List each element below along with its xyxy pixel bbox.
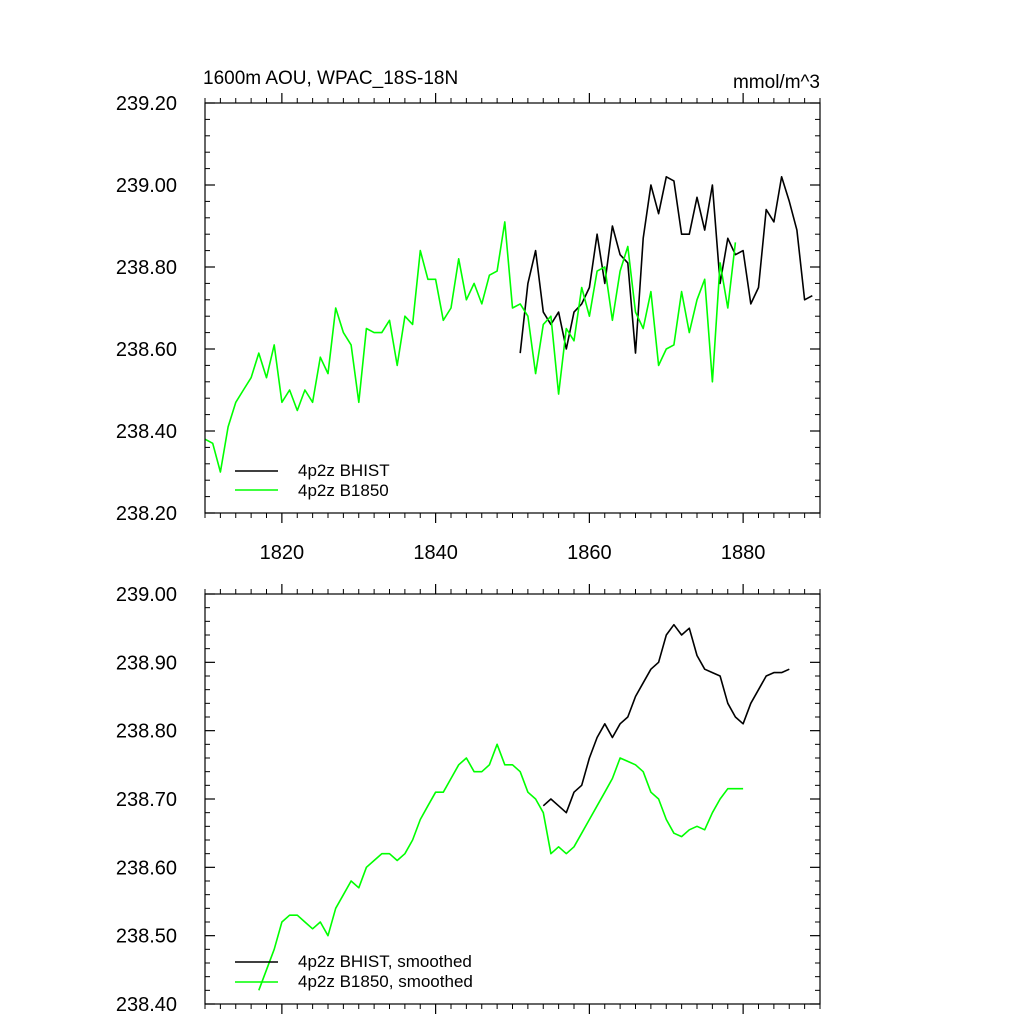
bottom-panel: 238.40 238.50 238.60 238.70 238.80 238.90 239.… — [116, 584, 821, 1016]
top-legend: 4p2z BHIST 4p2z B1850 — [235, 461, 390, 500]
x-tick-label: 1860 — [567, 542, 612, 564]
y-tick-label: 238.60 — [116, 857, 177, 879]
bottom-plot-frame — [204, 593, 821, 1005]
top-panel: 1600m AOU, WPAC_18S-18N mmol/m^3 238.202… — [116, 68, 821, 564]
y-tick-label: 238.50 — [116, 926, 177, 948]
y-tick-label: 238.40 — [116, 994, 177, 1016]
x-tick-label: 1820 — [260, 542, 305, 564]
top-plot-frame — [204, 102, 821, 514]
series-line — [204, 221, 737, 473]
top-title: 1600m AOU, WPAC_18S-18N — [203, 68, 458, 89]
series-line — [258, 743, 744, 991]
legend-label-bhist: 4p2z BHIST — [298, 461, 390, 480]
top-series — [204, 176, 813, 473]
legend-label-b1850-smoothed: 4p2z B1850, smoothed — [298, 972, 473, 991]
y-tick-label: 238.40 — [116, 421, 177, 443]
y-tick-label: 238.80 — [116, 721, 177, 743]
top-y-tick-labels: 238.20 238.40 238.60 238.80 239.00 239.20 — [116, 93, 177, 525]
series-line — [519, 176, 813, 354]
y-tick-label: 239.00 — [116, 584, 177, 606]
bottom-series — [258, 623, 790, 991]
x-tick-label: 1840 — [413, 542, 458, 564]
bottom-ticks — [204, 584, 821, 1014]
y-tick-label: 238.60 — [116, 339, 177, 361]
bottom-y-tick-labels: 238.40 238.50 238.60 238.70 238.80 238.90 239.… — [116, 584, 177, 1016]
y-tick-label: 238.20 — [116, 503, 177, 525]
y-tick-label: 239.20 — [116, 93, 177, 115]
top-units-label: mmol/m^3 — [733, 72, 820, 93]
top-x-tick-labels: 1820 1840 1860 1880 — [260, 542, 766, 564]
legend-label-bhist-smoothed: 4p2z BHIST, smoothed — [298, 952, 472, 971]
y-tick-label: 238.70 — [116, 789, 177, 811]
legend-label-b1850: 4p2z B1850 — [298, 481, 389, 500]
bottom-legend: 4p2z BHIST, smoothed 4p2z B1850, smoothe… — [235, 952, 473, 991]
x-tick-label: 1880 — [721, 542, 766, 564]
y-tick-label: 238.90 — [116, 652, 177, 674]
series-line — [542, 623, 790, 814]
y-tick-label: 238.80 — [116, 257, 177, 279]
y-tick-label: 239.00 — [116, 175, 177, 197]
